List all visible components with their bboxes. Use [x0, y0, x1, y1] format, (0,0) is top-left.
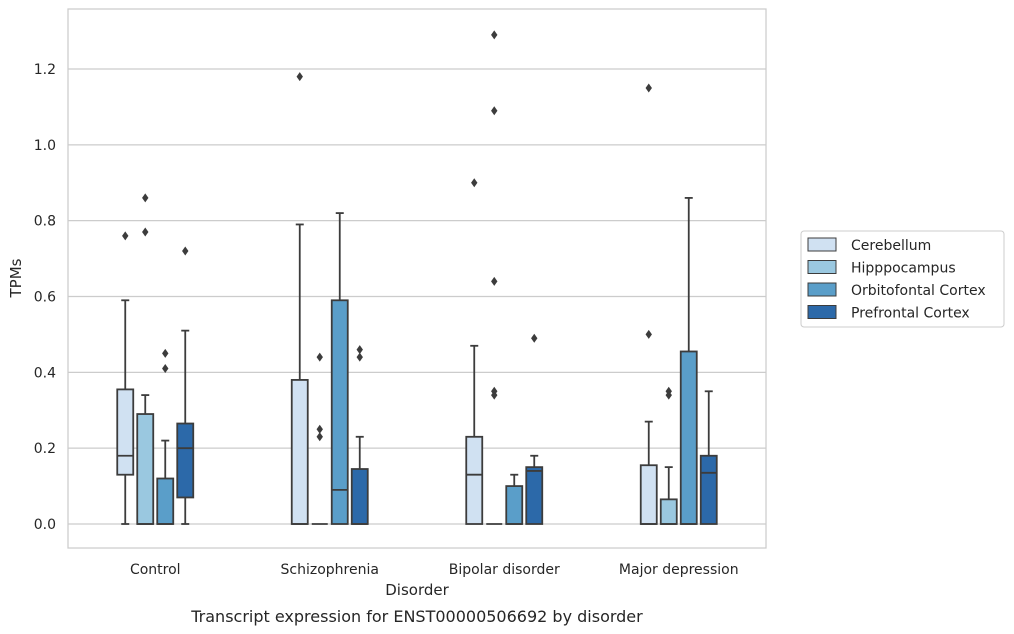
outlier-marker — [142, 193, 149, 203]
outlier-marker — [491, 276, 498, 286]
outlier-marker — [645, 83, 652, 93]
outlier-marker — [491, 386, 498, 396]
x-axis-ticks: Control Schizophrenia Bipolar disorder Majo… — [130, 562, 739, 578]
box-group — [465, 178, 484, 525]
box-group — [679, 197, 698, 525]
x-tick-label: Schizophrenia — [281, 562, 379, 578]
y-axis-title: TPMs — [7, 258, 25, 298]
box-group — [486, 30, 503, 525]
y-tick-label: 1.0 — [34, 138, 56, 154]
x-tick-label: Control — [130, 562, 181, 578]
legend-label: Hipppocampus — [851, 261, 956, 277]
box-group — [176, 246, 195, 525]
y-tick-label: 0.0 — [34, 517, 56, 533]
y-tick-label: 0.2 — [34, 441, 56, 457]
box — [176, 422, 195, 499]
boxes-layer — [116, 30, 718, 525]
box — [156, 477, 175, 525]
legend-frame — [800, 230, 1005, 328]
box-group — [525, 333, 544, 525]
box-group — [505, 473, 524, 525]
outlier-marker — [316, 424, 323, 434]
y-tick-label: 0.4 — [34, 365, 56, 381]
outlier-marker — [296, 72, 303, 82]
legend-label: Cerebellum — [851, 238, 931, 254]
legend-label: Orbitofontal Cortex — [851, 283, 986, 299]
outlier-marker — [645, 329, 652, 339]
legend-label: Prefrontal Cortex — [851, 306, 970, 322]
y-tick-label: 1.2 — [34, 62, 56, 78]
box — [525, 466, 544, 525]
outlier-marker — [316, 352, 323, 362]
box — [639, 464, 658, 525]
box-group — [639, 83, 658, 525]
box-group — [136, 193, 155, 525]
box-group — [330, 212, 349, 525]
outlier-marker — [531, 333, 538, 343]
figure-caption: Transcript expression for ENST0000050669… — [190, 607, 643, 626]
legend-swatch — [807, 282, 837, 297]
y-axis-ticks: 0.0 0.2 0.4 0.6 0.8 1.0 1.2 — [34, 62, 56, 533]
box — [699, 454, 718, 525]
box — [505, 485, 524, 525]
outlier-marker — [162, 348, 169, 358]
x-tick-label: Bipolar disorder — [449, 562, 560, 578]
box-group — [156, 348, 175, 525]
plot-area-frame — [67, 8, 767, 549]
box — [350, 468, 369, 525]
y-tick-label: 0.8 — [34, 214, 56, 230]
box-group — [699, 390, 718, 525]
box-group — [350, 345, 369, 525]
outlier-marker — [491, 30, 498, 40]
outlier-marker — [491, 106, 498, 116]
outlier-marker — [162, 364, 169, 374]
legend-swatch — [807, 237, 837, 252]
y-tick-label: 0.6 — [34, 290, 56, 306]
box-group — [116, 231, 135, 525]
legend-swatch — [807, 305, 837, 319]
box — [116, 388, 135, 476]
outlier-marker — [182, 246, 189, 256]
box — [330, 299, 349, 525]
box-group — [311, 352, 328, 525]
outlier-marker — [471, 178, 478, 188]
outlier-marker — [142, 227, 149, 237]
outlier-marker — [356, 345, 363, 355]
outlier-marker — [122, 231, 129, 241]
outlier-marker — [356, 352, 363, 362]
box — [290, 379, 309, 525]
box-group — [290, 72, 309, 525]
x-axis-title: Disorder — [385, 581, 449, 599]
legend-swatch — [807, 260, 837, 274]
legend: Cerebellum Hipppocampus Orbitofontal Corte… — [800, 230, 1005, 328]
box — [136, 413, 155, 525]
box — [659, 498, 678, 525]
box-group — [659, 386, 678, 525]
x-tick-label: Major depression — [619, 562, 739, 578]
box — [465, 435, 484, 525]
outlier-marker — [665, 386, 672, 396]
outlier-marker — [316, 432, 323, 442]
box — [679, 350, 698, 525]
